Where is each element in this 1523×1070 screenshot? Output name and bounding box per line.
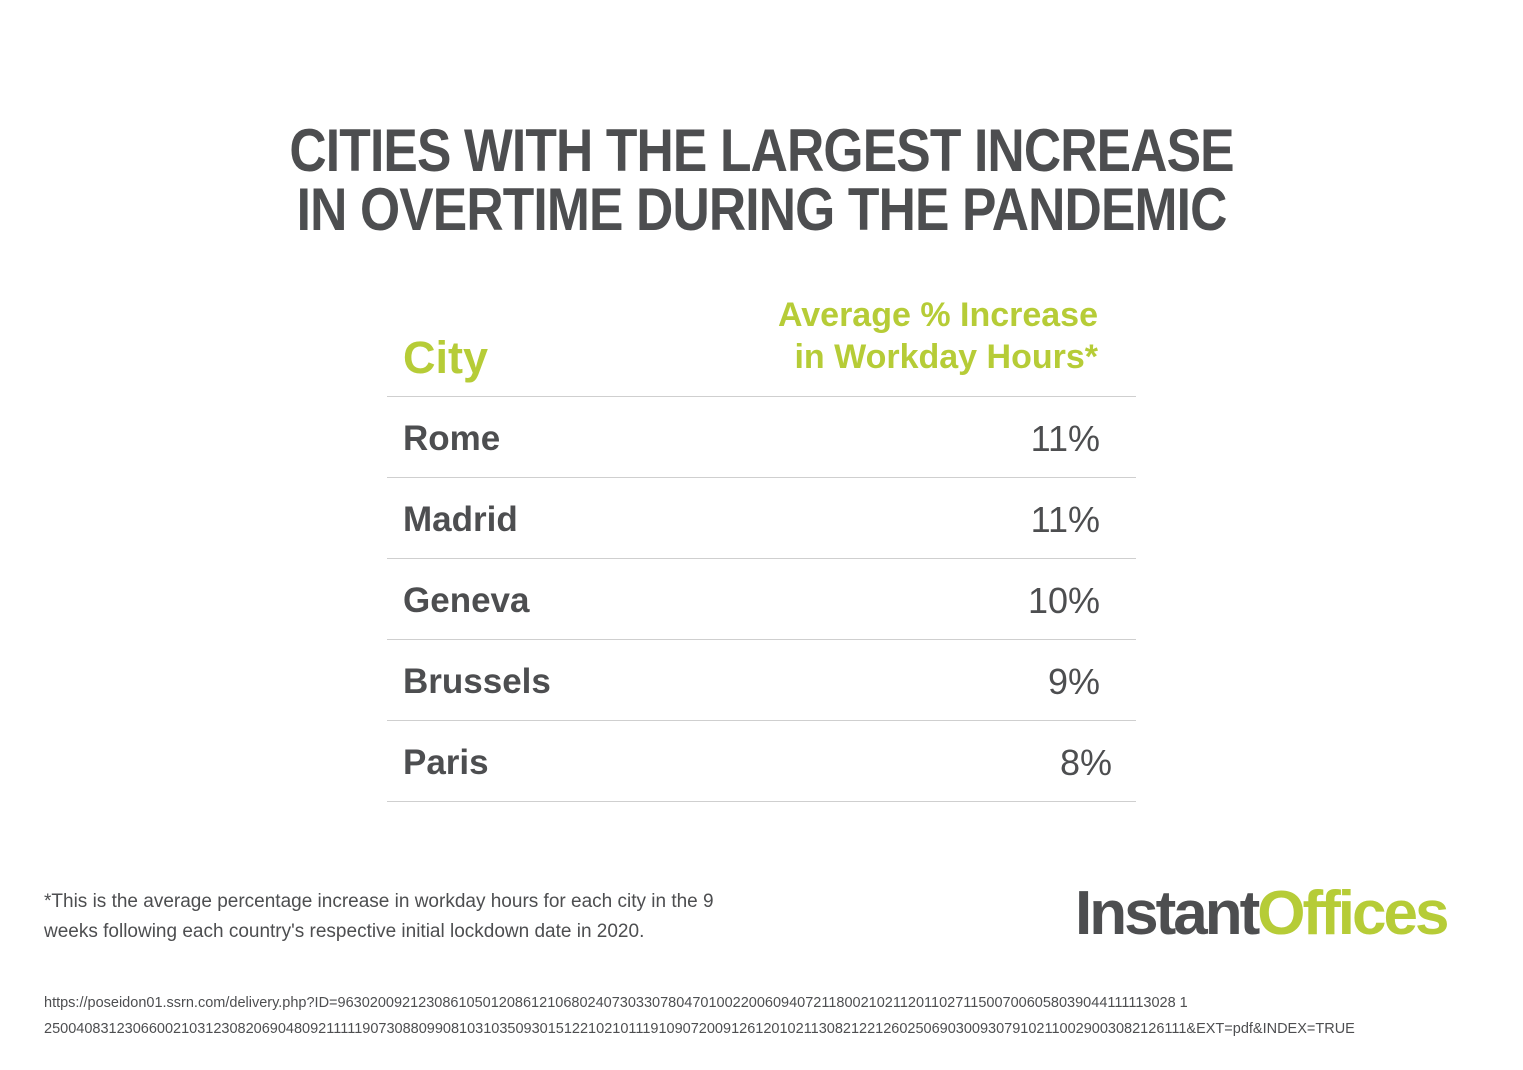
column-header-value-line-2: in Workday Hours* bbox=[794, 338, 1098, 376]
row-value: 10% bbox=[1027, 580, 1100, 621]
column-header-value: Average % Increase in Workday Hours* bbox=[778, 294, 1098, 378]
instant-offices-logo: InstantOffices bbox=[1075, 878, 1449, 949]
chart-title-line-2: IN OVERTIME DURING THE PANDEMIC bbox=[296, 176, 1228, 243]
footnote: *This is the average percentage increase… bbox=[44, 887, 774, 947]
table-row: Geneva 10% bbox=[387, 559, 1136, 640]
source-url-line-1[interactable]: https://poseidon01.ssrn.com/delivery.php… bbox=[44, 995, 1188, 1011]
row-city: Brussels bbox=[403, 662, 551, 701]
footnote-line-1: *This is the average percentage increase… bbox=[44, 891, 714, 912]
row-value: 8% bbox=[1059, 742, 1112, 783]
table-row: Paris 8% bbox=[387, 721, 1136, 802]
source-url-line-2[interactable]: 2500408312306600210312308206904809211111… bbox=[44, 1021, 1355, 1037]
row-value: 9% bbox=[1047, 661, 1100, 702]
table-row: Madrid 11% bbox=[387, 478, 1136, 559]
table-row: Rome 11% bbox=[387, 397, 1136, 478]
footnote-line-2: weeks following each country's respectiv… bbox=[44, 921, 645, 942]
row-city: Geneva bbox=[403, 581, 530, 620]
row-city: Paris bbox=[403, 743, 489, 782]
table-header: City Average % Increase in Workday Hours… bbox=[387, 285, 1136, 397]
logo-word-instant: Instant bbox=[1075, 879, 1260, 948]
source-url[interactable]: https://poseidon01.ssrn.com/delivery.php… bbox=[44, 990, 1504, 1042]
chart-title-line-1: CITIES WITH THE LARGEST INCREASE bbox=[289, 117, 1234, 184]
row-city: Rome bbox=[403, 419, 501, 458]
table-row: Brussels 9% bbox=[387, 640, 1136, 721]
row-value: 11% bbox=[1030, 418, 1100, 459]
data-table: City Average % Increase in Workday Hours… bbox=[387, 285, 1136, 802]
logo-word-offices: Offices bbox=[1257, 879, 1449, 948]
row-value: 11% bbox=[1030, 499, 1100, 540]
column-header-value-line-1: Average % Increase bbox=[777, 296, 1098, 334]
row-city: Madrid bbox=[403, 500, 518, 539]
column-header-city: City bbox=[403, 332, 489, 383]
